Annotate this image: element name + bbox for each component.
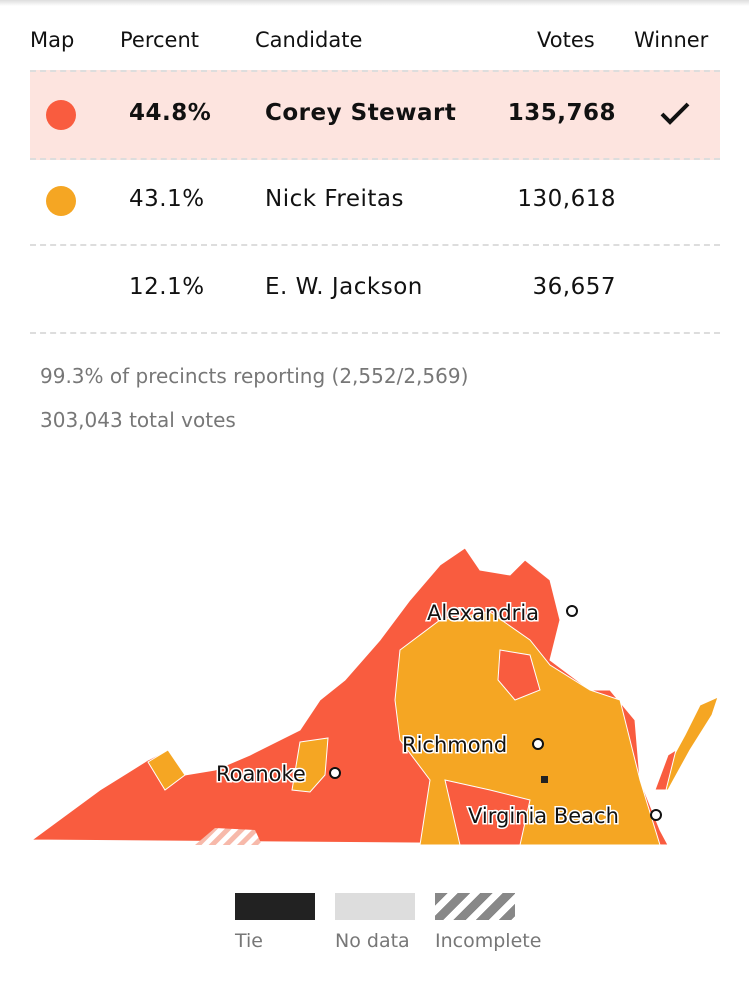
city-label: Virginia Beach	[468, 804, 619, 828]
percent: 12.1%	[129, 274, 205, 300]
city-label: Alexandria	[427, 601, 539, 625]
column-header: Percent	[120, 28, 200, 52]
incomplete-area	[195, 828, 262, 845]
total-votes: 303,043 total votes	[40, 408, 236, 432]
candidate: Corey Stewart	[265, 100, 457, 126]
result-row: 44.8% Corey Stewart 135,768	[30, 70, 720, 160]
eastern-shore-red	[654, 748, 677, 791]
legend-swatch-nodata	[335, 893, 415, 920]
reporting-note: 99.3% of precincts reporting (2,552/2,56…	[40, 364, 469, 388]
map: Alexandria Richmond Roanoke Virginia Bea…	[30, 547, 719, 846]
legend-label: Tie	[235, 930, 263, 952]
map-color-dot	[46, 186, 76, 216]
legend-label: Incomplete	[435, 930, 542, 952]
city-marker	[566, 605, 578, 617]
city-marker	[329, 767, 341, 779]
votes: 135,768	[507, 100, 616, 126]
region-orange	[147, 749, 186, 791]
candidate: Nick Freitas	[265, 186, 405, 212]
result-row: 43.1% Nick Freitas 130,618	[30, 158, 720, 246]
column-header: Winner	[634, 28, 709, 52]
winner-check	[660, 102, 690, 125]
legend-swatch-incomplete	[435, 893, 515, 920]
legend-swatch-tie	[235, 893, 315, 920]
region-orange	[291, 737, 329, 793]
column-header: Candidate	[255, 28, 363, 52]
region-red	[444, 779, 531, 846]
city-label: Roanoke	[216, 762, 306, 786]
tie-area	[541, 776, 548, 783]
votes: 36,657	[532, 274, 616, 300]
percent: 44.8%	[129, 100, 212, 126]
top-shadow	[0, 0, 749, 6]
column-header: Votes	[537, 28, 595, 52]
check-mark	[660, 102, 690, 125]
city-marker	[532, 738, 544, 750]
percent: 43.1%	[129, 186, 205, 212]
result-row: 12.1% E. W. Jackson 36,657	[30, 246, 720, 334]
candidate: E. W. Jackson	[265, 274, 423, 300]
map-color-dot	[46, 100, 76, 130]
region-red	[497, 649, 541, 701]
city-label: Richmond	[402, 733, 507, 757]
votes: 130,618	[517, 186, 616, 212]
city-marker	[650, 809, 662, 821]
legend-label: No data	[335, 930, 410, 952]
column-header: Map	[30, 28, 75, 52]
